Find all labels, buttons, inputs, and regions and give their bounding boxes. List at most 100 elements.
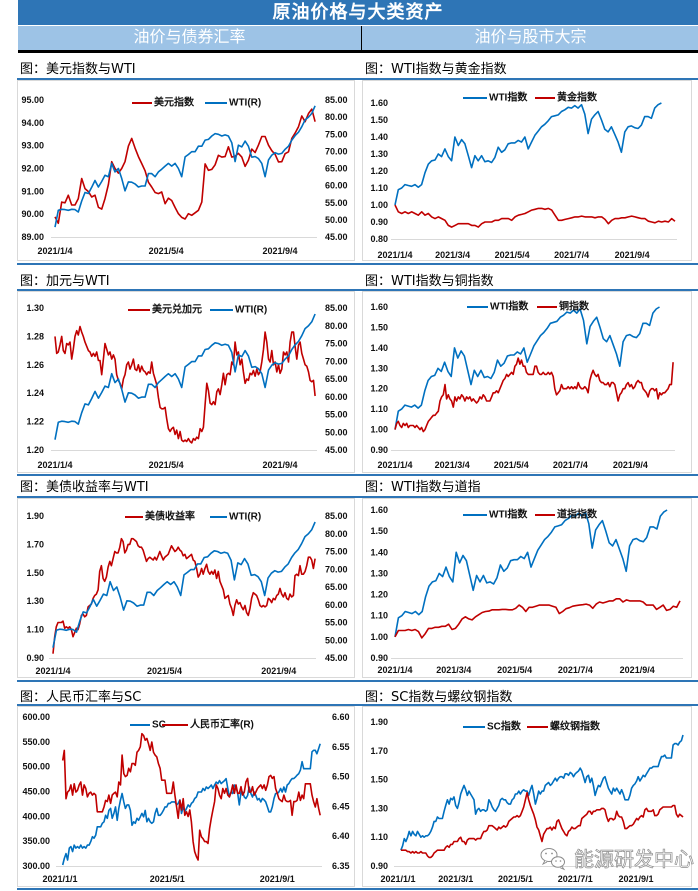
y-left-tick-label: 1.30 [26, 303, 44, 313]
y-left-tick-label: 93.00 [21, 141, 44, 151]
y-left-tick-label: 1.26 [26, 360, 44, 370]
y-left-tick-label: 1.10 [26, 625, 44, 635]
y-left-tick-label: 1.60 [370, 302, 388, 312]
y-right-tick-label: 55.00 [325, 618, 348, 628]
x-tick-label: 2021/9/4 [262, 460, 297, 470]
y-right-tick-label: 45.00 [325, 653, 348, 663]
y-left-tick-label: 92.00 [21, 164, 44, 174]
y-left-tick-label: 1.60 [370, 98, 388, 108]
y-left-tick-label: 1.50 [370, 526, 388, 536]
x-tick-label: 2021/9/4 [613, 460, 648, 470]
y-left-tick-label: 95.00 [21, 95, 44, 105]
y-left-tick-label: 1.10 [370, 404, 388, 414]
y-left-tick-label: 1.40 [370, 547, 388, 557]
title-rule [17, 289, 698, 291]
x-tick-label: 2021/7/4 [558, 665, 593, 675]
y-right-tick-label: 85.00 [325, 95, 348, 105]
x-tick-label: 2021/9/4 [615, 250, 650, 260]
chart-cad-vs-wti: 1.20 1.22 1.24 1.26 1.28 1.30 45.00 50.00 55.00 6… [26, 303, 347, 471]
y-right-tick-label: 50.00 [325, 427, 348, 437]
x-tick-label: 2021/5/4 [147, 666, 182, 676]
x-tick-label: 2021/9/4 [261, 666, 296, 676]
x-tick-label: 2021/5/4 [494, 460, 529, 470]
legend-label-wti-index: WTI指数 [489, 508, 528, 521]
panel-bottom-rule [17, 263, 698, 265]
series-line-dow-index [394, 597, 681, 639]
y-left-tick-label: 1.30 [370, 149, 388, 159]
chart-title-cad-vs-wti: 图：加元与WTI [20, 274, 110, 289]
y-left-tick-label: 1.90 [26, 511, 44, 521]
y-right-tick-label: 65.00 [325, 374, 348, 384]
y-left-tick-label: 1.22 [26, 417, 44, 427]
chart-frame-wti-vs-gold [362, 80, 692, 261]
chart-title-wti-vs-copper: 图：WTI指数与铜指数 [365, 274, 494, 289]
y-right-tick-label: 85.00 [325, 511, 348, 521]
chart-title-wti-vs-gold: 图：WTI指数与黄金指数 [365, 62, 507, 77]
legend-label-wti: WTI(R) [229, 98, 261, 109]
chart-cny-vs-sc: 300.00 350.00 400.00 450.00 500.00 550.00 600.… [22, 712, 349, 884]
chart-wti-vs-copper: 0.90 1.00 1.10 1.20 1.30 1.40 1.50 1.60 2021/1/4… [370, 300, 675, 470]
y-right-tick-label: 6.45 [332, 801, 350, 811]
x-tick-label: 2021/1/4 [35, 666, 70, 676]
y-left-tick-label: 1.20 [26, 445, 44, 455]
y-right-tick-label: 80.00 [325, 529, 348, 539]
y-right-tick-label: 75.00 [325, 547, 348, 557]
legend-label-dow-index: 道指指数 [557, 508, 598, 521]
y-left-tick-label: 1.20 [370, 384, 388, 394]
legend-label-usd-index: 美元指数 [154, 96, 195, 109]
y-left-tick-label: 1.10 [370, 611, 388, 621]
y-right-tick-label: 6.50 [332, 772, 350, 782]
watermark-text: 能源研发中心 [574, 847, 694, 871]
chart-frame-usd-index-vs-wti [17, 80, 355, 261]
header-divider [18, 50, 698, 53]
y-left-tick-label: 1.40 [370, 132, 388, 142]
y-right-tick-label: 45.00 [325, 232, 348, 242]
y-right-tick-label: 80.00 [325, 112, 348, 122]
x-tick-label: 2021/3/1 [438, 874, 473, 884]
y-left-tick-label: 1.60 [370, 505, 388, 515]
chart-wti-vs-dow: 0.90 1.00 1.10 1.20 1.30 1.40 1.50 1.60 2021/1/4… [370, 505, 683, 675]
series-line-usd-index [54, 108, 316, 225]
legend-label-wti: WTI(R) [235, 305, 267, 316]
legend: WTI指数 铜指数 [467, 300, 590, 313]
y-left-tick-label: 550.00 [22, 737, 50, 747]
chart-title-cny-vs-sc: 图：人民币汇率与SC [20, 690, 142, 705]
section-header-bonds-fx: 油价与债券汇率 [18, 26, 362, 50]
y-left-tick-label: 300.00 [22, 861, 50, 871]
legend-label-usd-cad: 美元兑加元 [152, 303, 202, 316]
y-left-tick-label: 91.00 [21, 186, 44, 196]
series-line-us-treasury-yield [52, 537, 316, 654]
wechat-icon [540, 848, 566, 871]
y-left-tick-label: 1.24 [26, 388, 44, 398]
x-tick-label: 2021/1/4 [37, 460, 72, 470]
y-left-tick-label: 0.90 [370, 653, 388, 663]
y-left-tick-label: 0.90 [26, 653, 44, 663]
y-left-tick-label: 450.00 [22, 787, 50, 797]
y-left-tick-label: 1.30 [370, 568, 388, 578]
chart-title-usd-index-vs-wti: 图：美元指数与WTI [20, 62, 136, 77]
x-tick-label: 2021/9/1 [618, 874, 653, 884]
series-line-usd-cad [54, 325, 316, 444]
y-right-tick-label: 55.00 [325, 198, 348, 208]
y-left-tick-label: 1.20 [370, 166, 388, 176]
legend-label-wti-index: WTI指数 [489, 91, 528, 104]
legend-label-wti-index: WTI指数 [490, 300, 529, 313]
x-tick-label: 2021/1/4 [377, 460, 412, 470]
legend: SC指数 螺纹钢指数 [463, 720, 601, 733]
y-left-tick-label: 94.00 [21, 118, 44, 128]
title-rule [17, 496, 698, 498]
x-tick-label: 2021/1/1 [380, 874, 415, 884]
y-left-tick-label: 90.00 [21, 209, 44, 219]
series-line-sc-index [400, 734, 684, 851]
y-left-tick-label: 0.90 [370, 445, 388, 455]
title-rule [17, 78, 698, 80]
y-left-tick-label: 0.90 [370, 217, 388, 227]
chart-wti-vs-gold: 0.80 0.90 1.00 1.10 1.20 1.30 1.40 1.50 1.60 2021… [370, 91, 677, 260]
y-left-tick-label: 1.20 [370, 590, 388, 600]
legend: 美元指数 WTI(R) [132, 96, 261, 109]
x-tick-label: 2021/3/4 [435, 250, 470, 260]
chart-sc-vs-rebar: 0.90 1.10 1.30 1.50 1.70 1.90 2021/1/1 2021/3/1… [370, 717, 685, 884]
series-line-wti [52, 521, 316, 648]
chart-ust-yield-vs-wti: 0.90 1.10 1.30 1.50 1.70 1.90 45.00 50.00 55.00 6… [26, 510, 347, 677]
